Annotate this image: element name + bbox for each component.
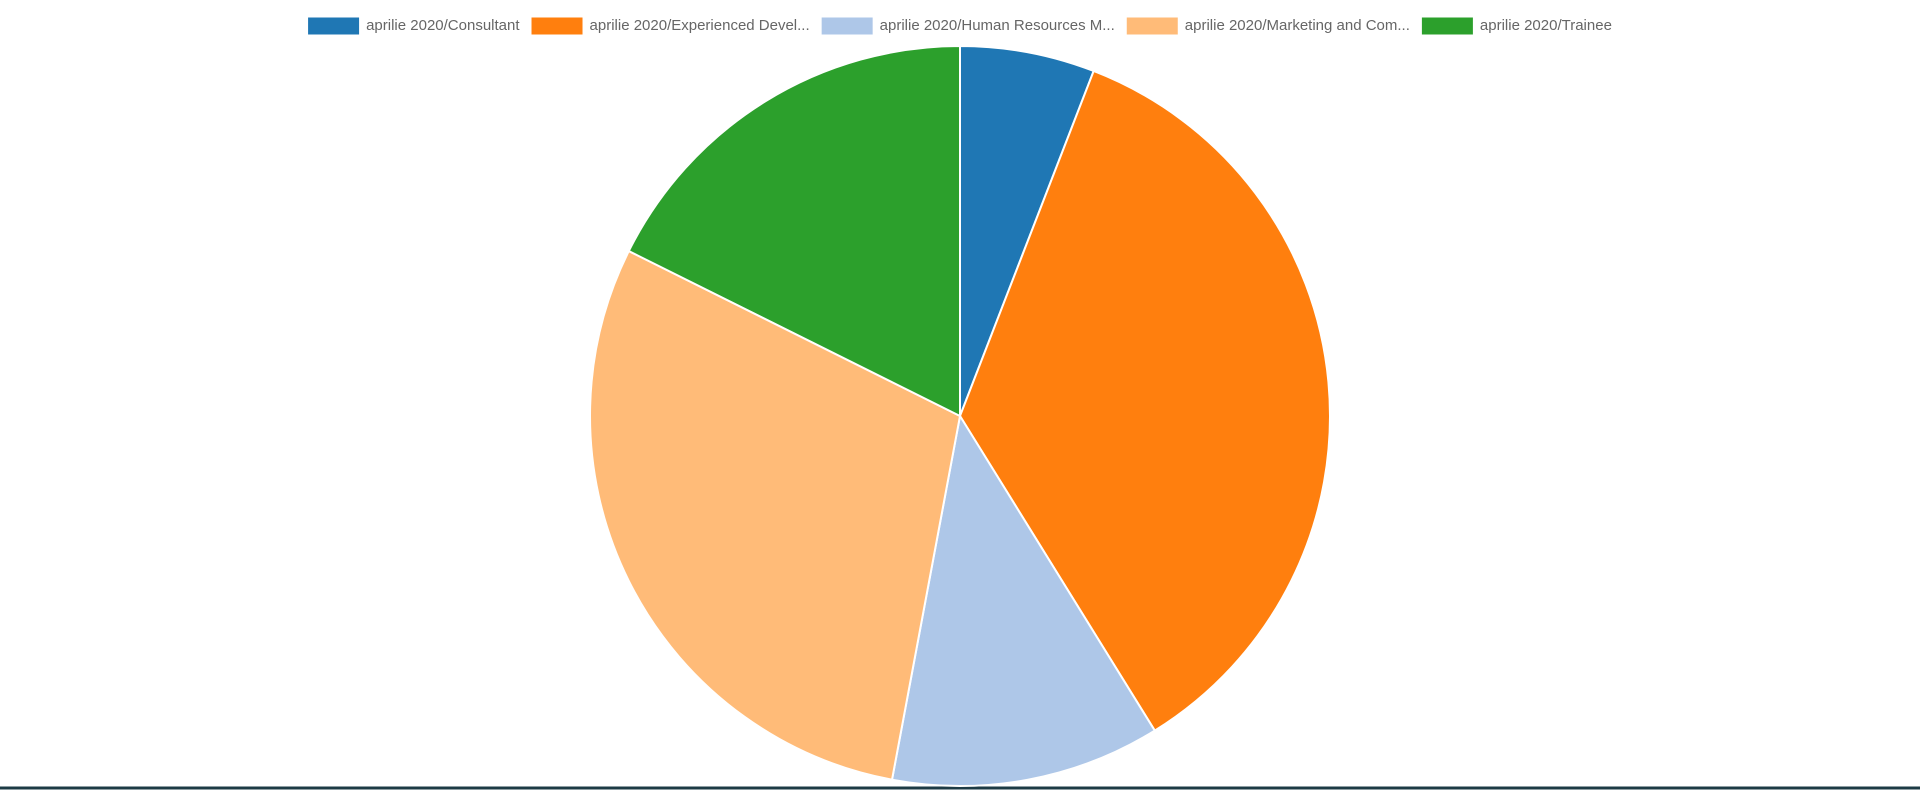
legend-label: aprilie 2020/Marketing and Com... — [1185, 17, 1410, 34]
pie-slice — [959, 44, 1095, 417]
pie-slice — [589, 249, 962, 781]
legend-label: aprilie 2020/Experienced Devel... — [590, 17, 810, 34]
legend-label: aprilie 2020/Consultant — [366, 17, 520, 34]
legend-swatch — [821, 17, 873, 35]
legend-label: aprilie 2020/Human Resources M... — [880, 17, 1115, 34]
legend-swatch — [1126, 17, 1178, 35]
pie-slice — [890, 413, 1157, 787]
legend-swatch — [531, 17, 583, 35]
legend: aprilie 2020/Consultant aprilie 2020/Expe… — [308, 17, 1612, 35]
legend-swatch — [308, 17, 360, 35]
pie-slice — [958, 69, 1331, 732]
pie-slice — [627, 44, 961, 418]
legend-label: aprilie 2020/Trainee — [1480, 17, 1612, 34]
legend-swatch — [1421, 17, 1473, 35]
